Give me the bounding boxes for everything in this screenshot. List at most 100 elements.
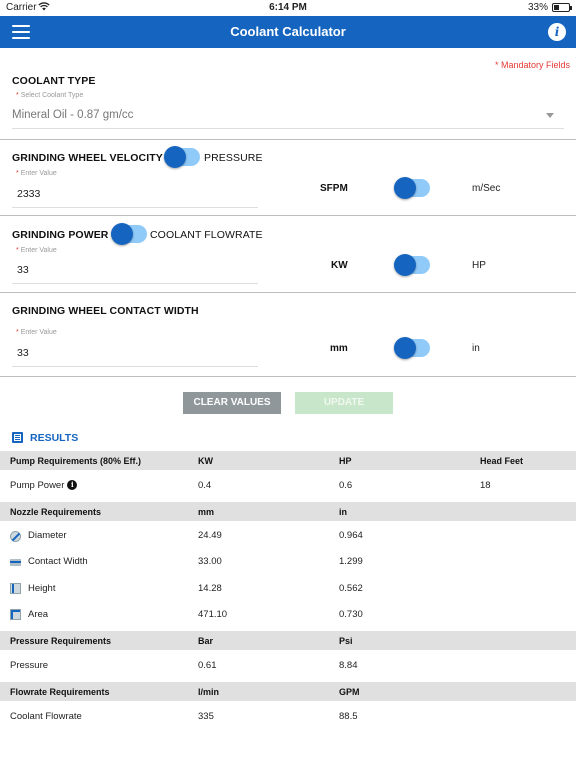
table-cell: 335 xyxy=(198,711,214,722)
contact-width-title: GRINDING WHEEL CONTACT WIDTH xyxy=(12,305,199,317)
column-header: KW xyxy=(198,456,213,466)
pump-power-label: Pump Power xyxy=(10,480,65,491)
status-bar: Carrier 6:14 PM 33% xyxy=(0,0,576,16)
section-divider xyxy=(0,139,576,140)
battery-percentage: 33% xyxy=(527,2,548,13)
toggle-knob xyxy=(394,337,416,359)
velocity-input-label-text: Enter Value xyxy=(20,170,57,177)
hamburger-menu-icon[interactable] xyxy=(12,25,30,39)
toggle-knob xyxy=(164,146,186,168)
required-star: * xyxy=(16,329,19,336)
width-unit-toggle[interactable] xyxy=(394,337,430,359)
power-input-underline xyxy=(12,283,258,284)
contact-width-icon xyxy=(10,559,21,566)
coolant-type-label: * Select Coolant Type xyxy=(16,92,83,99)
column-header: Psi xyxy=(339,636,353,646)
update-button[interactable]: UPDATE xyxy=(295,392,393,414)
contact-width-input-label-text: Enter Value xyxy=(20,329,57,336)
column-header: in xyxy=(339,507,347,517)
section-divider xyxy=(0,215,576,216)
velocity-unit-toggle[interactable] xyxy=(394,177,430,199)
wheel-velocity-title: GRINDING WHEEL VELOCITY xyxy=(12,152,163,164)
column-header: Head Feet xyxy=(480,456,524,466)
toggle-knob xyxy=(394,254,416,276)
velocity-input-label: * Enter Value xyxy=(16,170,57,177)
results-icon xyxy=(12,432,23,443)
table-cell: 471.10 xyxy=(198,609,228,620)
page-title: Coolant Calculator xyxy=(230,24,346,39)
table-cell: 24.49 xyxy=(198,530,222,541)
table-cell: 0.730 xyxy=(339,609,363,620)
contact-width-input-underline xyxy=(12,366,258,367)
column-header: Bar xyxy=(198,636,214,646)
row-label: Diameter xyxy=(28,530,67,541)
table-cell: 14.28 xyxy=(198,583,222,594)
pump-requirements-header: Pump Requirements (80% Eff.) KW HP Head … xyxy=(0,451,576,470)
toggle-knob xyxy=(111,223,133,245)
required-star: * xyxy=(16,92,19,99)
column-header: HP xyxy=(339,456,352,466)
table-row: Height 14.28 0.562 xyxy=(0,583,576,603)
power-unit-toggle[interactable] xyxy=(394,254,430,276)
table-cell: 0.4 xyxy=(198,480,212,491)
section-divider xyxy=(0,292,576,293)
flowrate-requirements-header: Flowrate Requirements l/min GPM xyxy=(0,682,576,701)
power-input[interactable]: 33 xyxy=(17,264,29,276)
in-unit-label: in xyxy=(472,343,480,354)
velocity-pressure-toggle[interactable] xyxy=(164,146,200,168)
table-row: Pump Power i 0.4 0.6 18 xyxy=(0,480,576,500)
row-label: Height xyxy=(28,583,56,594)
table-cell: 8.84 xyxy=(339,660,358,671)
height-icon xyxy=(10,583,21,594)
coolant-type-title: COOLANT TYPE xyxy=(12,75,96,87)
table-row: Pressure 0.61 8.84 xyxy=(0,660,576,680)
coolant-type-label-text: Select Coolant Type xyxy=(20,92,84,99)
row-label: Area xyxy=(28,609,49,620)
column-header: GPM xyxy=(339,687,360,697)
table-row: Contact Width 33.00 1.299 xyxy=(0,556,576,576)
toggle-knob xyxy=(394,177,416,199)
table-row: Coolant Flowrate 335 88.5 xyxy=(0,711,576,731)
sfpm-unit-label: SFPM xyxy=(320,183,348,194)
pressure-requirements-header: Pressure Requirements Bar Psi xyxy=(0,631,576,650)
table-cell: 0.562 xyxy=(339,583,363,594)
table-row: Area 471.10 0.730 xyxy=(0,609,576,629)
column-header: Pump Requirements (80% Eff.) xyxy=(10,456,142,466)
table-cell: 1.299 xyxy=(339,556,363,567)
table-cell: 0.6 xyxy=(339,480,353,491)
section-divider xyxy=(0,376,576,377)
row-label: Pump Power i xyxy=(10,480,78,491)
nozzle-requirements-header: Nozzle Requirements mm in xyxy=(0,502,576,521)
kw-unit-label: KW xyxy=(331,260,348,271)
m-per-sec-unit-label: m/Sec xyxy=(472,183,501,194)
velocity-input[interactable]: 2333 xyxy=(17,188,41,200)
coolant-type-select[interactable]: Mineral Oil - 0.87 gm/cc xyxy=(12,109,134,121)
table-cell: 0.964 xyxy=(339,530,363,541)
column-header: mm xyxy=(198,507,215,517)
table-cell: 33.00 xyxy=(198,556,222,567)
power-flowrate-toggle[interactable] xyxy=(111,223,147,245)
power-input-label-text: Enter Value xyxy=(20,247,57,254)
navigation-bar: Coolant Calculator i xyxy=(0,16,576,48)
grinding-power-title: GRINDING POWER xyxy=(12,229,109,241)
clear-values-button[interactable]: CLEAR VALUES xyxy=(183,392,281,414)
battery-icon xyxy=(552,3,572,12)
column-header: l/min xyxy=(198,687,220,697)
table-row: Diameter 24.49 0.964 xyxy=(0,530,576,550)
column-header: Nozzle Requirements xyxy=(10,507,102,517)
battery-fill xyxy=(554,5,559,10)
velocity-input-underline xyxy=(12,207,258,208)
coolant-type-underline xyxy=(12,128,564,129)
info-icon[interactable]: i xyxy=(548,23,566,41)
required-star: * xyxy=(16,170,19,177)
contact-width-input[interactable]: 33 xyxy=(17,347,29,359)
column-header: Pressure Requirements xyxy=(10,636,112,646)
info-icon[interactable]: i xyxy=(67,480,78,490)
pressure-toggle-label: PRESSURE xyxy=(204,152,263,164)
row-label: Pressure xyxy=(10,660,49,671)
chevron-down-icon[interactable] xyxy=(546,113,554,118)
required-star: * xyxy=(16,247,19,254)
mm-unit-label: mm xyxy=(330,343,348,354)
clock: 6:14 PM xyxy=(269,2,307,13)
table-cell: 0.61 xyxy=(198,660,217,671)
